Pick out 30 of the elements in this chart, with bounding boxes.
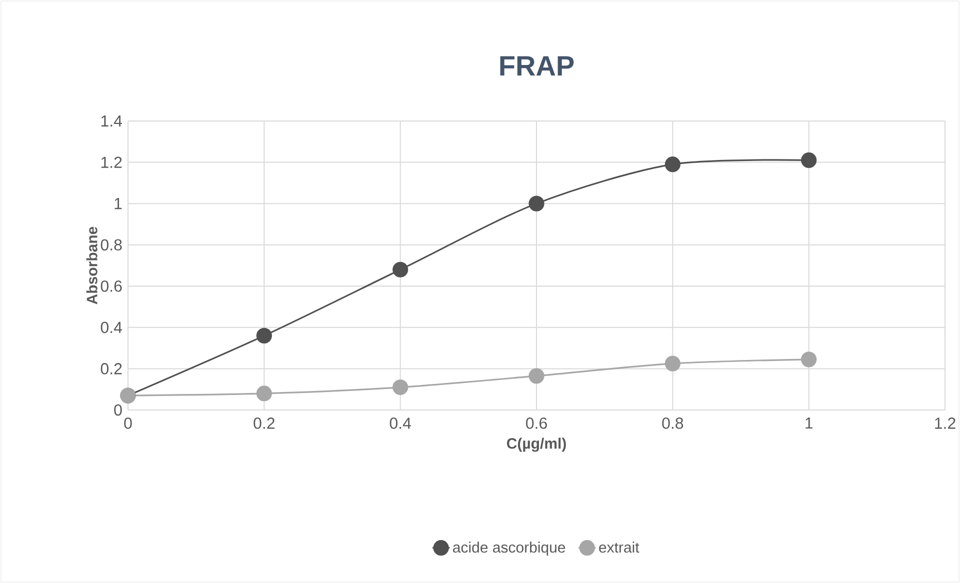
y-tick-label: 0.2 (100, 363, 122, 374)
y-tick-label: 0 (114, 404, 122, 416)
point (256, 386, 272, 402)
point (256, 328, 272, 344)
y-axis-title: Absorbane (86, 226, 98, 304)
y-tick-label: 0.8 (100, 239, 122, 251)
x-tick-label: 0 (124, 418, 132, 429)
x-tick-label: 0.2 (254, 418, 274, 429)
x-tick-label: 0.8 (662, 418, 684, 429)
point (664, 156, 680, 172)
point (801, 152, 817, 168)
x-axis-title: C(µg/ml) (506, 438, 566, 452)
chart-title: FRAP (500, 56, 574, 76)
y-tick-label: 1.2 (101, 156, 122, 168)
x-tick-label: 1.2 (935, 418, 956, 429)
y-tick-label: 0.6 (100, 280, 122, 292)
y-tick-label: 0.4 (100, 322, 122, 334)
point (392, 262, 408, 278)
point (528, 196, 544, 212)
point (528, 368, 544, 384)
point (392, 379, 408, 396)
point (664, 356, 680, 372)
x-tick-label: 0.4 (390, 418, 411, 429)
x-tick-label: 0.6 (526, 418, 547, 429)
point (801, 352, 817, 368)
y-tick-label: 1 (114, 198, 122, 210)
x-tick-label: 1 (806, 418, 813, 429)
legend-label: acide ascorbique (453, 542, 566, 556)
legend-label: extrait (599, 542, 640, 553)
y-tick-label: 1.4 (101, 115, 122, 126)
